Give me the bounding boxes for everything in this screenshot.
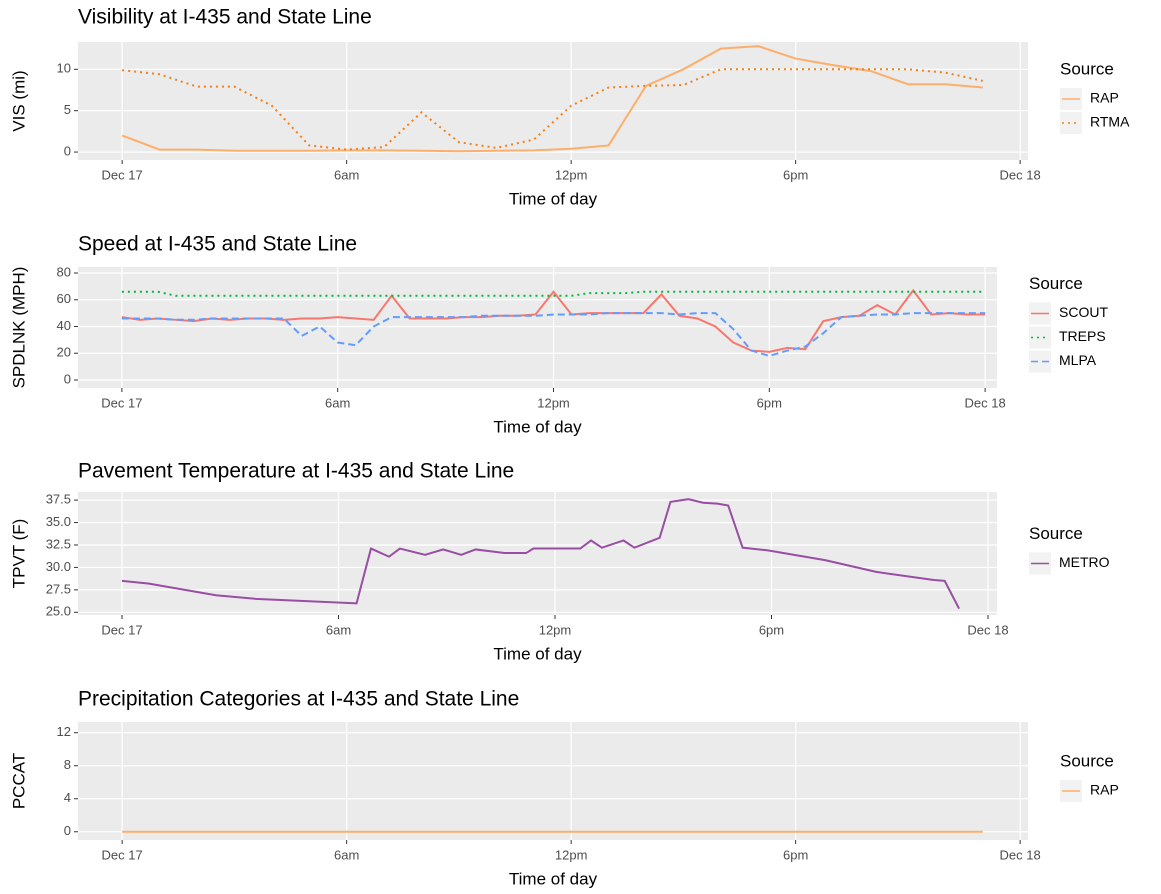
chart-title: Visibility at I-435 and State Line: [78, 6, 372, 29]
y-tick-label: 27.5: [46, 581, 71, 596]
x-tick-label: Dec 17: [102, 167, 143, 182]
x-axis-label: Time of day: [493, 417, 582, 436]
y-tick-label: 0: [64, 143, 71, 158]
x-tick-label: Dec 17: [101, 395, 142, 410]
x-tick-label: 12pm: [539, 622, 572, 637]
x-axis-label: Time of day: [493, 644, 582, 663]
y-tick-label: 25.0: [46, 604, 71, 619]
y-tick-label: 40: [57, 318, 71, 333]
legend-label: RAP: [1090, 782, 1119, 798]
legend-key: [1060, 112, 1082, 134]
x-tick-label: 12pm: [555, 847, 588, 862]
y-tick-label: 20: [57, 345, 71, 360]
y-tick-label: 0: [64, 823, 71, 838]
y-tick-label: 32.5: [46, 536, 71, 551]
x-tick-label: Dec 18: [965, 395, 1006, 410]
data-line: [122, 68, 983, 151]
x-tick-label: 6am: [334, 167, 359, 182]
y-tick-label: 35.0: [46, 514, 71, 529]
plot-background: [78, 267, 997, 388]
y-tick-label: 12: [57, 724, 71, 739]
y-tick-label: 60: [57, 291, 71, 306]
y-tick-label: 30.0: [46, 559, 71, 574]
plot-background: [78, 722, 1028, 840]
legend-label: RAP: [1090, 90, 1119, 106]
x-tick-label: Dec 18: [967, 622, 1008, 637]
x-axis-label: Time of day: [509, 869, 598, 888]
x-tick-label: 6am: [325, 395, 350, 410]
x-tick-label: Dec 18: [1000, 167, 1041, 182]
x-tick-label: Dec 18: [1000, 847, 1041, 862]
legend-title: Source: [1060, 59, 1114, 78]
legend-key: [1029, 326, 1051, 349]
x-tick-label: 6am: [326, 622, 351, 637]
plot-background: [78, 492, 997, 615]
x-tick-label: 6pm: [759, 622, 784, 637]
x-tick-label: Dec 17: [101, 622, 142, 637]
data-line: [121, 498, 960, 610]
legend-label: MLPA: [1059, 352, 1097, 368]
legend-title: Source: [1029, 274, 1083, 293]
y-tick-label: 37.5: [46, 492, 71, 507]
data-line: [121, 312, 986, 357]
y-tick-label: 0: [64, 371, 71, 386]
data-line: [121, 45, 983, 153]
data-line: [121, 290, 986, 297]
plot-background: [78, 42, 1028, 160]
y-axis-label: PCCAT: [9, 753, 28, 809]
y-tick-label: 8: [64, 757, 71, 772]
x-tick-label: Dec 17: [102, 847, 143, 862]
x-axis-label: Time of day: [509, 189, 598, 208]
legend-label: SCOUT: [1059, 304, 1108, 320]
legend-label: RTMA: [1090, 114, 1130, 130]
chart-title: Speed at I-435 and State Line: [78, 233, 357, 256]
chart-title: Precipitation Categories at I-435 and St…: [78, 688, 519, 711]
chart-title: Pavement Temperature at I-435 and State …: [78, 460, 514, 483]
y-tick-label: 5: [64, 102, 71, 117]
y-axis-label: TPVT (F): [9, 519, 28, 589]
legend-label: METRO: [1059, 554, 1110, 570]
y-tick-label: 4: [64, 790, 71, 805]
legend-title: Source: [1060, 751, 1114, 770]
x-tick-label: 12pm: [555, 167, 588, 182]
y-tick-label: 80: [57, 264, 71, 279]
x-tick-label: 6am: [334, 847, 359, 862]
y-tick-label: 10: [57, 61, 71, 76]
x-tick-label: 6pm: [783, 847, 808, 862]
y-axis-label: VIS (mi): [9, 70, 28, 131]
legend-label: TREPS: [1059, 328, 1106, 344]
legend-title: Source: [1029, 524, 1083, 543]
legend-key: [1029, 350, 1051, 373]
x-tick-label: 12pm: [537, 395, 570, 410]
x-tick-label: 6pm: [757, 395, 782, 410]
y-axis-label: SPDLNK (MPH): [9, 267, 28, 389]
x-tick-label: 6pm: [783, 167, 808, 182]
